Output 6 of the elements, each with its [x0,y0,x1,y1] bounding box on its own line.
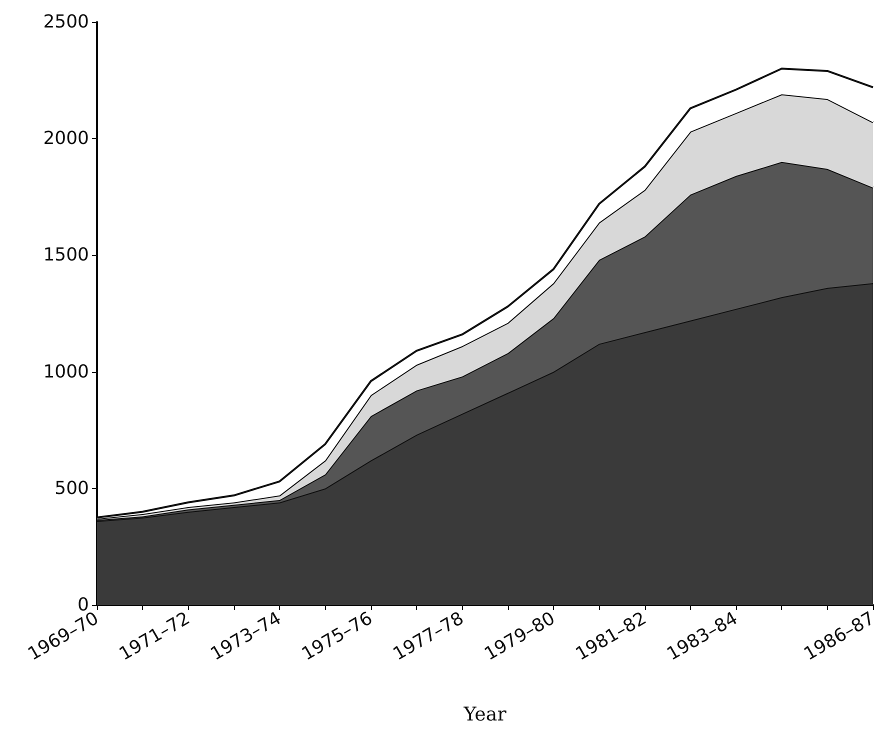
y-tick-label: 1500 [43,244,89,266]
y-tick-label: 2000 [43,128,89,150]
y-tick-label: 2500 [43,12,89,32]
y-tick-label: 1000 [43,361,89,382]
y-tick-label: 500 [54,478,89,499]
x-axis-title: Year [462,704,508,726]
